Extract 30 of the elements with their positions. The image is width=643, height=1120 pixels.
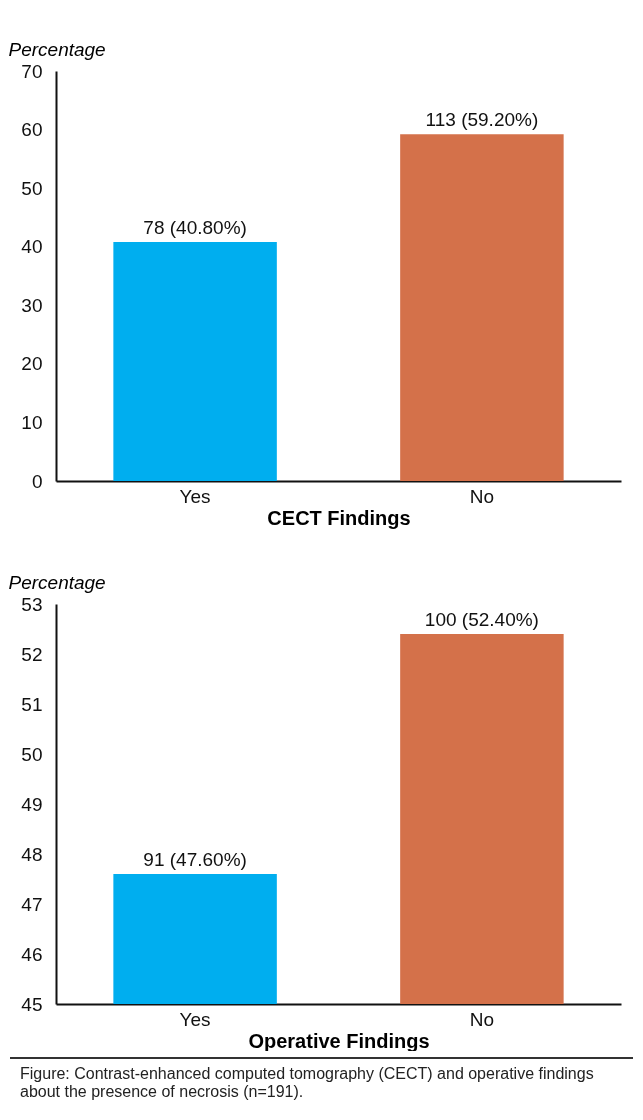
x-tick-label: Yes bbox=[179, 1008, 211, 1030]
data-label: 91 (47.60%) bbox=[143, 849, 247, 870]
y-tick-label: 40 bbox=[21, 236, 43, 258]
text: Figure: Contrast-enhanced computed tomography (CECT) and operative findings about the presence of necrosis (n=191). bbox=[20, 1065, 595, 1101]
y-tick-label: 50 bbox=[21, 177, 43, 199]
data-label: 113 (59.20%) bbox=[425, 109, 539, 131]
y-tick-label: 51 bbox=[21, 693, 43, 715]
y-tick-label: 20 bbox=[21, 353, 43, 375]
y-tick-label: 70 bbox=[21, 60, 43, 82]
data-label: 78 (40.80%) bbox=[143, 217, 247, 239]
y-tick-label: 45 bbox=[21, 993, 43, 1015]
x-axis-title: Operative Findings bbox=[248, 1029, 430, 1052]
y-tick-label: 46 bbox=[21, 943, 43, 965]
y-tick-label: 60 bbox=[21, 119, 43, 141]
y-tick-label: 30 bbox=[21, 294, 43, 316]
x-tick-label: No bbox=[469, 1008, 495, 1030]
y-axis-title: Percentage bbox=[8, 38, 106, 60]
y-tick-label: 47 bbox=[21, 893, 43, 915]
y-tick-label: 53 bbox=[21, 593, 43, 615]
y-axis-title: Percentage bbox=[8, 571, 106, 593]
y-tick-label: 49 bbox=[21, 793, 43, 815]
y-tick-label: 0 bbox=[31, 470, 43, 492]
y-tick-label: 48 bbox=[21, 843, 43, 865]
y-tick-label: 52 bbox=[21, 643, 43, 665]
y-tick-label: 50 bbox=[21, 743, 43, 765]
x-tick-label: No bbox=[469, 485, 495, 507]
x-axis-title: CECT Findings bbox=[267, 506, 411, 529]
y-tick-label: 10 bbox=[21, 411, 43, 433]
x-tick-label: Yes bbox=[179, 485, 211, 507]
data-label: 100 (52.40%) bbox=[424, 609, 539, 630]
